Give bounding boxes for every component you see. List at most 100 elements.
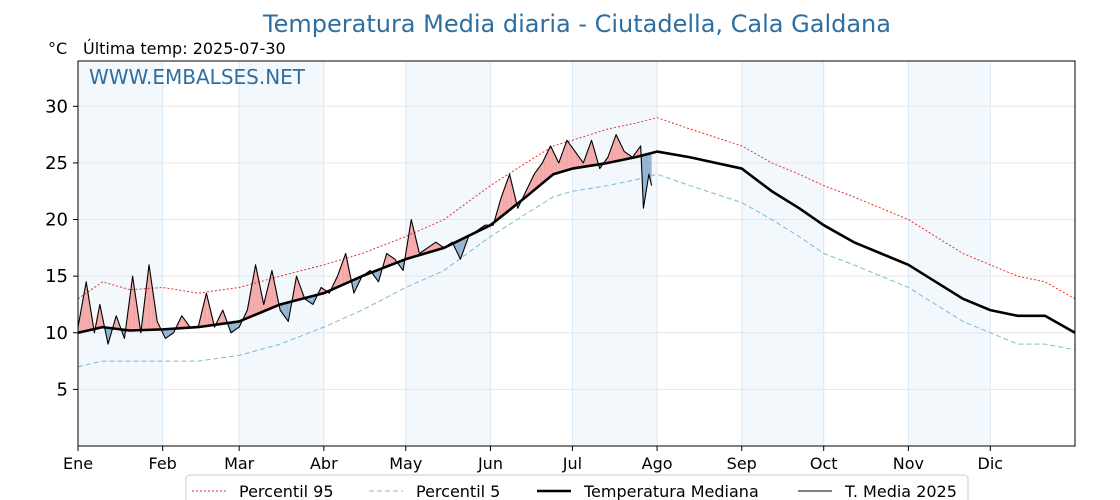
anomaly-above-area: [510, 179, 513, 209]
anomaly-above-area: [538, 166, 540, 187]
anomaly-above-area: [150, 274, 152, 330]
legend-label: Percentil 95: [239, 482, 334, 500]
anomaly-above-area: [613, 138, 615, 162]
x-tick-label: Ago: [642, 454, 673, 473]
anomaly-above-area: [251, 279, 253, 317]
x-tick-label: May: [389, 454, 422, 473]
anomaly-above-area: [612, 142, 614, 163]
anomaly-above-area: [549, 145, 551, 178]
anomaly-below-area: [286, 302, 289, 322]
anomaly-above-area: [206, 293, 208, 326]
anomaly-below-area: [643, 154, 645, 209]
x-tick-label: Jul: [562, 454, 582, 473]
x-tick-label: Feb: [149, 454, 177, 473]
anomaly-below-area: [285, 302, 287, 320]
legend-box: [185, 474, 969, 500]
anomaly-above-area: [573, 149, 576, 169]
series-layer: [77, 117, 1076, 368]
y-tick-label: 20: [45, 210, 68, 231]
month-band: [78, 61, 163, 446]
anomaly-above-area: [576, 153, 578, 168]
anomaly-above-area: [554, 154, 557, 174]
anomaly-below-area: [170, 328, 173, 335]
anomaly-above-area: [392, 257, 394, 265]
anomaly-above-area: [509, 174, 511, 210]
anomaly-above-area: [296, 276, 298, 301]
anomaly-above-area: [508, 174, 510, 212]
anomaly-above-area: [534, 172, 536, 191]
anomaly-below-area: [311, 295, 313, 305]
anomaly-below-area: [353, 279, 356, 294]
y-tick-label: 30: [45, 96, 68, 117]
anomaly-above-area: [584, 155, 587, 167]
anomaly-above-area: [561, 151, 563, 172]
anomaly-above-area: [543, 157, 546, 183]
x-tick-label: Sep: [727, 454, 757, 473]
anomaly-above-area: [147, 264, 150, 330]
anomaly-below-area: [232, 322, 234, 332]
anomaly-above-area: [546, 151, 548, 180]
anomaly-above-area: [575, 151, 577, 169]
last-temp-label: Última temp: 2025-07-30: [83, 39, 286, 58]
anomaly-above-area: [621, 145, 623, 161]
anomaly-above-area: [624, 151, 626, 160]
anomaly-above-area: [431, 244, 434, 252]
anomaly-above-area: [614, 134, 617, 162]
anomaly-below-area: [459, 239, 461, 260]
anomaly-above-area: [252, 272, 255, 316]
anomaly-below-area: [457, 240, 460, 257]
y-axis-ticks: 5 10 15 20 25 30: [45, 96, 78, 400]
x-tick-label: Mar: [224, 454, 255, 473]
anomaly-above-area: [86, 281, 88, 331]
anomaly-above-area: [501, 193, 503, 217]
anomaly-above-area: [248, 295, 251, 318]
anomaly-above-area: [531, 177, 533, 193]
anomaly-below-area: [236, 321, 238, 329]
watermark: WWW.EMBALSES.NET: [89, 65, 306, 89]
anomaly-above-area: [434, 242, 436, 251]
anomaly-above-area: [620, 143, 622, 161]
anomaly-above-area: [616, 134, 618, 162]
anomaly-above-area: [245, 310, 248, 319]
anomaly-above-area: [536, 168, 539, 188]
anomaly-below-area: [284, 303, 286, 318]
x-tick-label: Ene: [63, 454, 93, 473]
anomaly-above-area: [338, 268, 341, 287]
month-band: [239, 61, 324, 446]
anomaly-above-area: [502, 189, 505, 216]
anomaly-below-area: [235, 321, 237, 330]
anomaly-above-area: [530, 179, 532, 194]
chart-title: Temperatura Media diaria - Ciutadella, C…: [262, 10, 891, 38]
anomaly-above-area: [269, 276, 271, 309]
anomaly-above-area: [267, 281, 270, 310]
anomaly-above-area: [562, 147, 565, 172]
anomaly-above-area: [389, 255, 391, 266]
anomaly-above-area: [385, 253, 387, 268]
y-tick-label: 25: [45, 153, 68, 174]
legend-items: Percentil 95 Percentil 5 Temperatura Media…: [192, 482, 957, 500]
anomaly-above-area: [114, 315, 117, 329]
month-band: [741, 61, 824, 446]
x-axis-ticks: Ene Feb Mar Abr May Jun Jul Ago Sep Oct Nov Dic: [63, 446, 1003, 473]
anomaly-above-area: [133, 285, 136, 331]
anomaly-above-area: [149, 264, 151, 330]
anomaly-above-area: [154, 302, 156, 330]
anomaly-below-area: [375, 270, 378, 280]
anomaly-below-area: [282, 303, 285, 316]
legend: Percentil 95 Percentil 5 Temperatura Media…: [185, 474, 969, 500]
anomaly-above-area: [136, 304, 139, 331]
anomaly-above-area: [564, 144, 566, 171]
anomaly-above-area: [221, 310, 223, 324]
anomaly-above-area: [90, 307, 92, 330]
anomaly-above-area: [386, 253, 389, 267]
anomaly-above-area: [551, 148, 554, 176]
anomaly-above-area: [340, 264, 342, 286]
anomaly-above-area: [87, 290, 89, 331]
anomaly-above-area: [539, 164, 541, 186]
percentil-5-line: [77, 173, 1076, 368]
anomaly-below-area: [169, 328, 171, 336]
anomaly-above-area: [553, 151, 555, 175]
anomaly-below-area: [648, 153, 651, 180]
anomaly-above-area: [205, 293, 207, 327]
